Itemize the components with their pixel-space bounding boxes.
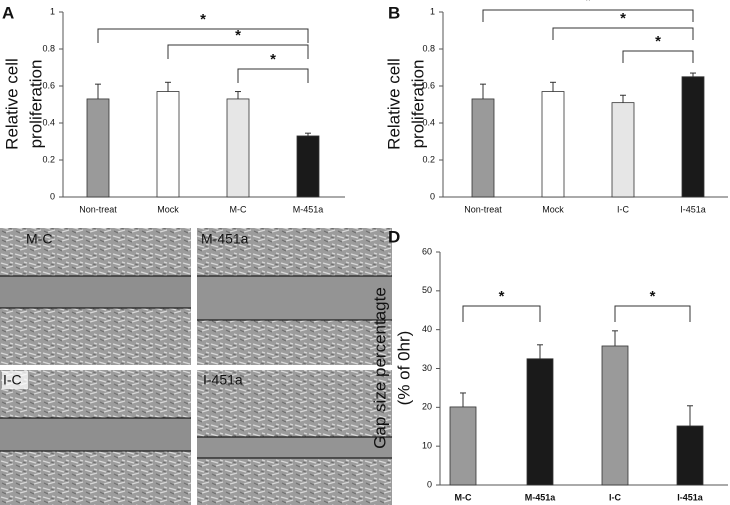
x-tick-label: Non-treat xyxy=(464,204,502,214)
x-tick-label: I-C xyxy=(609,492,621,502)
y-tick-label: 1 xyxy=(50,6,55,16)
bar xyxy=(449,406,477,486)
y-tick-label: 40 xyxy=(422,324,432,334)
significance-bracket xyxy=(614,305,691,322)
gap xyxy=(0,418,191,451)
y-tick-label: 60 xyxy=(422,246,432,256)
bar xyxy=(676,425,704,486)
bar xyxy=(541,91,565,198)
y-tick-label: 0.8 xyxy=(422,43,435,53)
y-axis-label: Relative cell xyxy=(2,58,21,150)
x-tick-label: I-451a xyxy=(680,204,706,214)
y-tick-label: 0.8 xyxy=(42,43,55,53)
significance-label: * xyxy=(620,10,626,27)
significance-label: * xyxy=(200,11,206,28)
significance-label: * xyxy=(585,0,591,9)
y-tick-label: 0 xyxy=(427,479,432,489)
significance-bracket xyxy=(97,28,309,43)
y-tick-label: 0.6 xyxy=(42,80,55,90)
y-tick-label: 30 xyxy=(422,363,432,373)
bar xyxy=(296,135,320,198)
x-tick-label: Mock xyxy=(542,204,564,214)
significance-bracket xyxy=(482,9,694,22)
y-tick-label: 1 xyxy=(430,6,435,16)
y-axis-label: (% of 0hr) xyxy=(394,331,413,406)
bar xyxy=(156,91,180,198)
significance-bracket xyxy=(462,305,541,322)
panel-c: C M-C M-451a I-C I-451a xyxy=(0,227,392,505)
significance-label: * xyxy=(655,33,661,50)
bar xyxy=(601,345,629,486)
significance-label: * xyxy=(235,27,241,44)
image-label: M-451a xyxy=(201,231,249,247)
gap xyxy=(0,276,191,308)
bar xyxy=(226,98,250,198)
bar xyxy=(611,102,635,198)
y-tick-label: 0 xyxy=(50,191,55,201)
image-label: I-C xyxy=(3,372,22,388)
significance-label: * xyxy=(499,288,505,305)
y-axis-label: Gap size percentagte xyxy=(370,287,389,449)
y-axis-label: proliferation xyxy=(408,60,427,149)
x-tick-label: I-451a xyxy=(677,492,704,502)
gap xyxy=(197,437,392,458)
bar xyxy=(526,358,554,486)
significance-bracket xyxy=(552,27,694,40)
x-tick-label: M-451a xyxy=(293,204,324,214)
panel-letter: A xyxy=(2,3,14,22)
y-tick-label: 0 xyxy=(430,191,435,201)
y-tick-label: 20 xyxy=(422,402,432,412)
y-tick-label: 0.6 xyxy=(422,80,435,90)
x-tick-label: M-451a xyxy=(525,492,557,502)
x-tick-label: Mock xyxy=(157,204,179,214)
label-bg xyxy=(2,371,28,389)
y-tick-label: 50 xyxy=(422,285,432,295)
y-tick-label: 10 xyxy=(422,441,432,451)
x-tick-label: I-C xyxy=(617,204,629,214)
gap xyxy=(197,276,392,320)
image-label: M-C xyxy=(26,231,52,247)
significance-label: * xyxy=(270,51,276,68)
panel-letter: B xyxy=(388,3,400,22)
panel-letter: D xyxy=(388,227,400,246)
y-tick-label: 0.4 xyxy=(422,117,435,127)
bar xyxy=(681,76,705,198)
bar xyxy=(86,98,110,198)
y-tick-label: 0.2 xyxy=(42,154,55,164)
image-label: I-451a xyxy=(203,372,243,388)
y-tick-label: 0.4 xyxy=(42,117,55,127)
y-axis-label: proliferation xyxy=(26,60,45,149)
bar xyxy=(471,98,495,198)
y-axis-label: Relative cell xyxy=(384,58,403,150)
significance-bracket xyxy=(622,50,694,63)
significance-bracket xyxy=(237,68,309,83)
y-tick-label: 0.2 xyxy=(422,154,435,164)
x-tick-label: M-C xyxy=(455,492,472,502)
x-tick-label: Non-treat xyxy=(79,204,117,214)
significance-bracket xyxy=(167,44,309,59)
x-tick-label: M-C xyxy=(230,204,247,214)
significance-label: * xyxy=(650,288,656,305)
